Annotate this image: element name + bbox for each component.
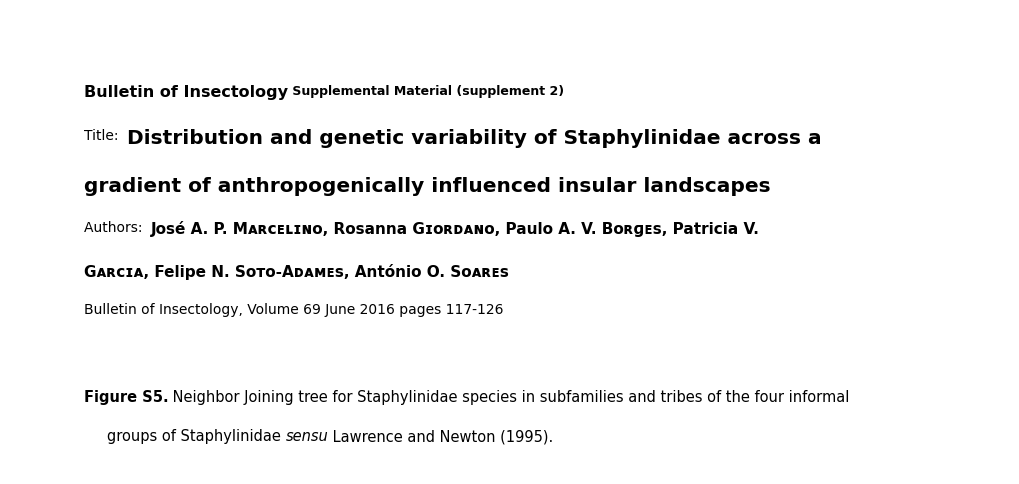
Text: Figure S5.: Figure S5. (84, 390, 168, 405)
Text: Bulletin of Insectology, Volume 69 June 2016 pages 117-126: Bulletin of Insectology, Volume 69 June … (84, 302, 502, 317)
Text: José A. P. Mᴀʀᴄᴇʟɪɴᴏ, Rosanna Gɪᴏʀᴅᴀɴᴏ, Paulo A. V. Bᴏʀɡᴇs, Patricia V.: José A. P. Mᴀʀᴄᴇʟɪɴᴏ, Rosanna Gɪᴏʀᴅᴀɴᴏ, … (151, 220, 759, 236)
Text: Gᴀʀᴄɪᴀ, Felipe N. Sᴏᴛᴏ-Aᴅᴀᴍᴇs, António O. Sᴏᴀʀᴇs: Gᴀʀᴄɪᴀ, Felipe N. Sᴏᴛᴏ-Aᴅᴀᴍᴇs, António O… (84, 264, 508, 280)
Text: Supplemental Material (supplement 2): Supplemental Material (supplement 2) (287, 85, 564, 98)
Text: Bulletin of Insectology: Bulletin of Insectology (84, 85, 287, 100)
Text: sensu: sensu (285, 428, 328, 443)
Text: gradient of anthropogenically influenced insular landscapes: gradient of anthropogenically influenced… (84, 177, 769, 196)
Text: Neighbor Joining tree for Staphylinidae species in subfamilies and tribes of the: Neighbor Joining tree for Staphylinidae … (168, 390, 849, 405)
Text: Distribution and genetic variability of Staphylinidae across a: Distribution and genetic variability of … (126, 128, 820, 147)
Text: groups of Staphylinidae: groups of Staphylinidae (107, 428, 285, 443)
Text: Title:: Title: (84, 128, 126, 142)
Text: Lawrence and Newton (1995).: Lawrence and Newton (1995). (328, 428, 553, 443)
Text: Authors:: Authors: (84, 220, 151, 234)
